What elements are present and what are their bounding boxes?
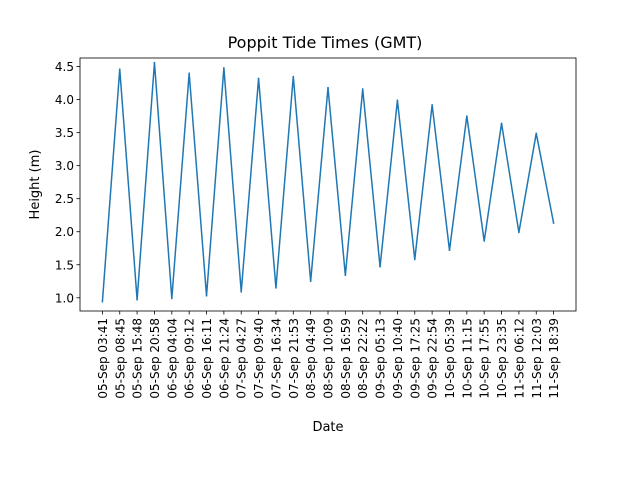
data-point [361, 88, 364, 90]
data-point [500, 122, 503, 125]
x-tick-label: 10-Sep 05:39 [443, 318, 457, 399]
data-point [448, 249, 451, 252]
x-tick-label: 09-Sep 05:13 [374, 318, 388, 399]
x-tick-label: 05-Sep 20:58 [148, 318, 162, 399]
data-point [344, 274, 347, 277]
y-tick-label: 1.5 [55, 258, 74, 272]
x-tick-label: 08-Sep 16:59 [339, 318, 353, 399]
y-tick-label: 3.5 [55, 126, 74, 140]
data-point [205, 295, 208, 297]
x-tick-label: 06-Sep 16:11 [200, 318, 214, 399]
data-point [292, 75, 295, 78]
x-tick-label: 11-Sep 18:39 [547, 318, 561, 399]
x-tick-label: 08-Sep 04:49 [304, 318, 318, 399]
x-tick-label: 10-Sep 11:15 [460, 318, 474, 399]
x-tick-label: 07-Sep 09:40 [252, 318, 266, 399]
x-axis-ticks: 05-Sep 03:41 05-Sep 08:45 05-Sep 15:48 05-S… [96, 311, 561, 399]
data-point [153, 61, 156, 64]
y-tick-label: 3.0 [55, 159, 74, 173]
data-point [379, 265, 381, 268]
axes-frame [79, 57, 577, 312]
y-tick-label: 2.5 [55, 192, 74, 206]
x-tick-label: 07-Sep 21:53 [287, 318, 301, 399]
data-point [396, 99, 399, 102]
data-point [171, 297, 173, 300]
x-tick-label: 07-Sep 16:34 [269, 318, 283, 399]
x-tick-label: 09-Sep 17:25 [408, 318, 422, 399]
data-point [275, 287, 277, 289]
x-tick-label: 09-Sep 10:40 [391, 318, 405, 399]
data-point [101, 300, 104, 303]
data-point [413, 258, 416, 261]
y-tick-label: 4.5 [55, 60, 74, 74]
data-point [257, 77, 260, 80]
x-axis-label: Date [312, 420, 343, 435]
x-tick-label: 07-Sep 04:27 [235, 318, 249, 399]
x-tick-label: 06-Sep 21:24 [217, 318, 231, 399]
data-point [535, 132, 538, 135]
x-tick-label: 11-Sep 06:12 [512, 318, 526, 399]
x-tick-label: 10-Sep 17:55 [478, 318, 492, 399]
x-tick-label: 05-Sep 15:48 [131, 318, 145, 399]
chart-title: Poppit Tide Times (GMT) [228, 33, 423, 52]
x-tick-label: 10-Sep 23:35 [495, 318, 509, 399]
x-tick-label: 05-Sep 03:41 [96, 318, 110, 399]
data-point [483, 240, 485, 242]
x-tick-label: 09-Sep 22:54 [426, 318, 440, 399]
data-point [136, 298, 138, 301]
y-axis-ticks: 1.0 1.5 2.0 2.5 3.0 3.5 4.0 4.5 [55, 60, 80, 305]
data-point [552, 222, 555, 224]
y-tick-label: 2.0 [55, 225, 74, 239]
data-point [431, 104, 433, 106]
data-point [240, 291, 243, 293]
x-tick-label: 11-Sep 12:03 [530, 318, 544, 399]
y-tick-label: 1.0 [55, 291, 74, 305]
y-axis-label: Height (m) [28, 150, 43, 220]
data-point [188, 72, 190, 74]
data-point [118, 68, 121, 71]
x-tick-label: 08-Sep 22:22 [356, 318, 370, 399]
data-point [518, 231, 520, 234]
x-tick-label: 08-Sep 10:09 [322, 318, 336, 399]
plot-area [101, 61, 555, 303]
x-tick-label: 05-Sep 08:45 [113, 318, 127, 399]
data-point [466, 115, 468, 117]
data-point [309, 280, 312, 283]
x-tick-label: 06-Sep 09:12 [183, 318, 197, 399]
data-point [327, 86, 329, 89]
x-tick-label: 06-Sep 04:04 [165, 318, 179, 399]
data-point [223, 67, 225, 69]
y-tick-label: 4.0 [55, 93, 74, 107]
